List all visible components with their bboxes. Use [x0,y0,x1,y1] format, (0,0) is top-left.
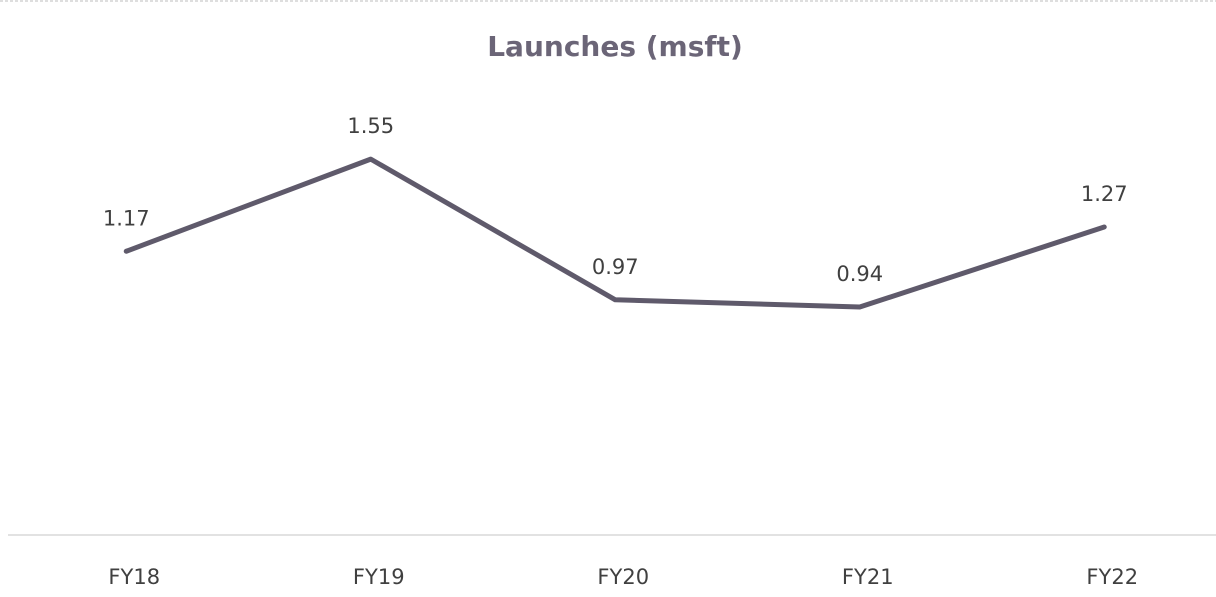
chart-title: Launches (msft) [487,30,743,63]
data-label: 0.97 [592,255,639,279]
data-label: 1.27 [1081,182,1128,206]
x-tick-label: FY18 [108,565,160,589]
x-tick-label: FY22 [1086,565,1138,589]
data-label: 0.94 [836,262,883,286]
x-tick-label: FY19 [353,565,405,589]
data-line [123,156,1107,310]
data-label: 1.17 [103,206,150,230]
x-tick-label: FY20 [597,565,649,589]
x-tick-label: FY21 [842,565,894,589]
data-label: 1.55 [347,114,394,138]
